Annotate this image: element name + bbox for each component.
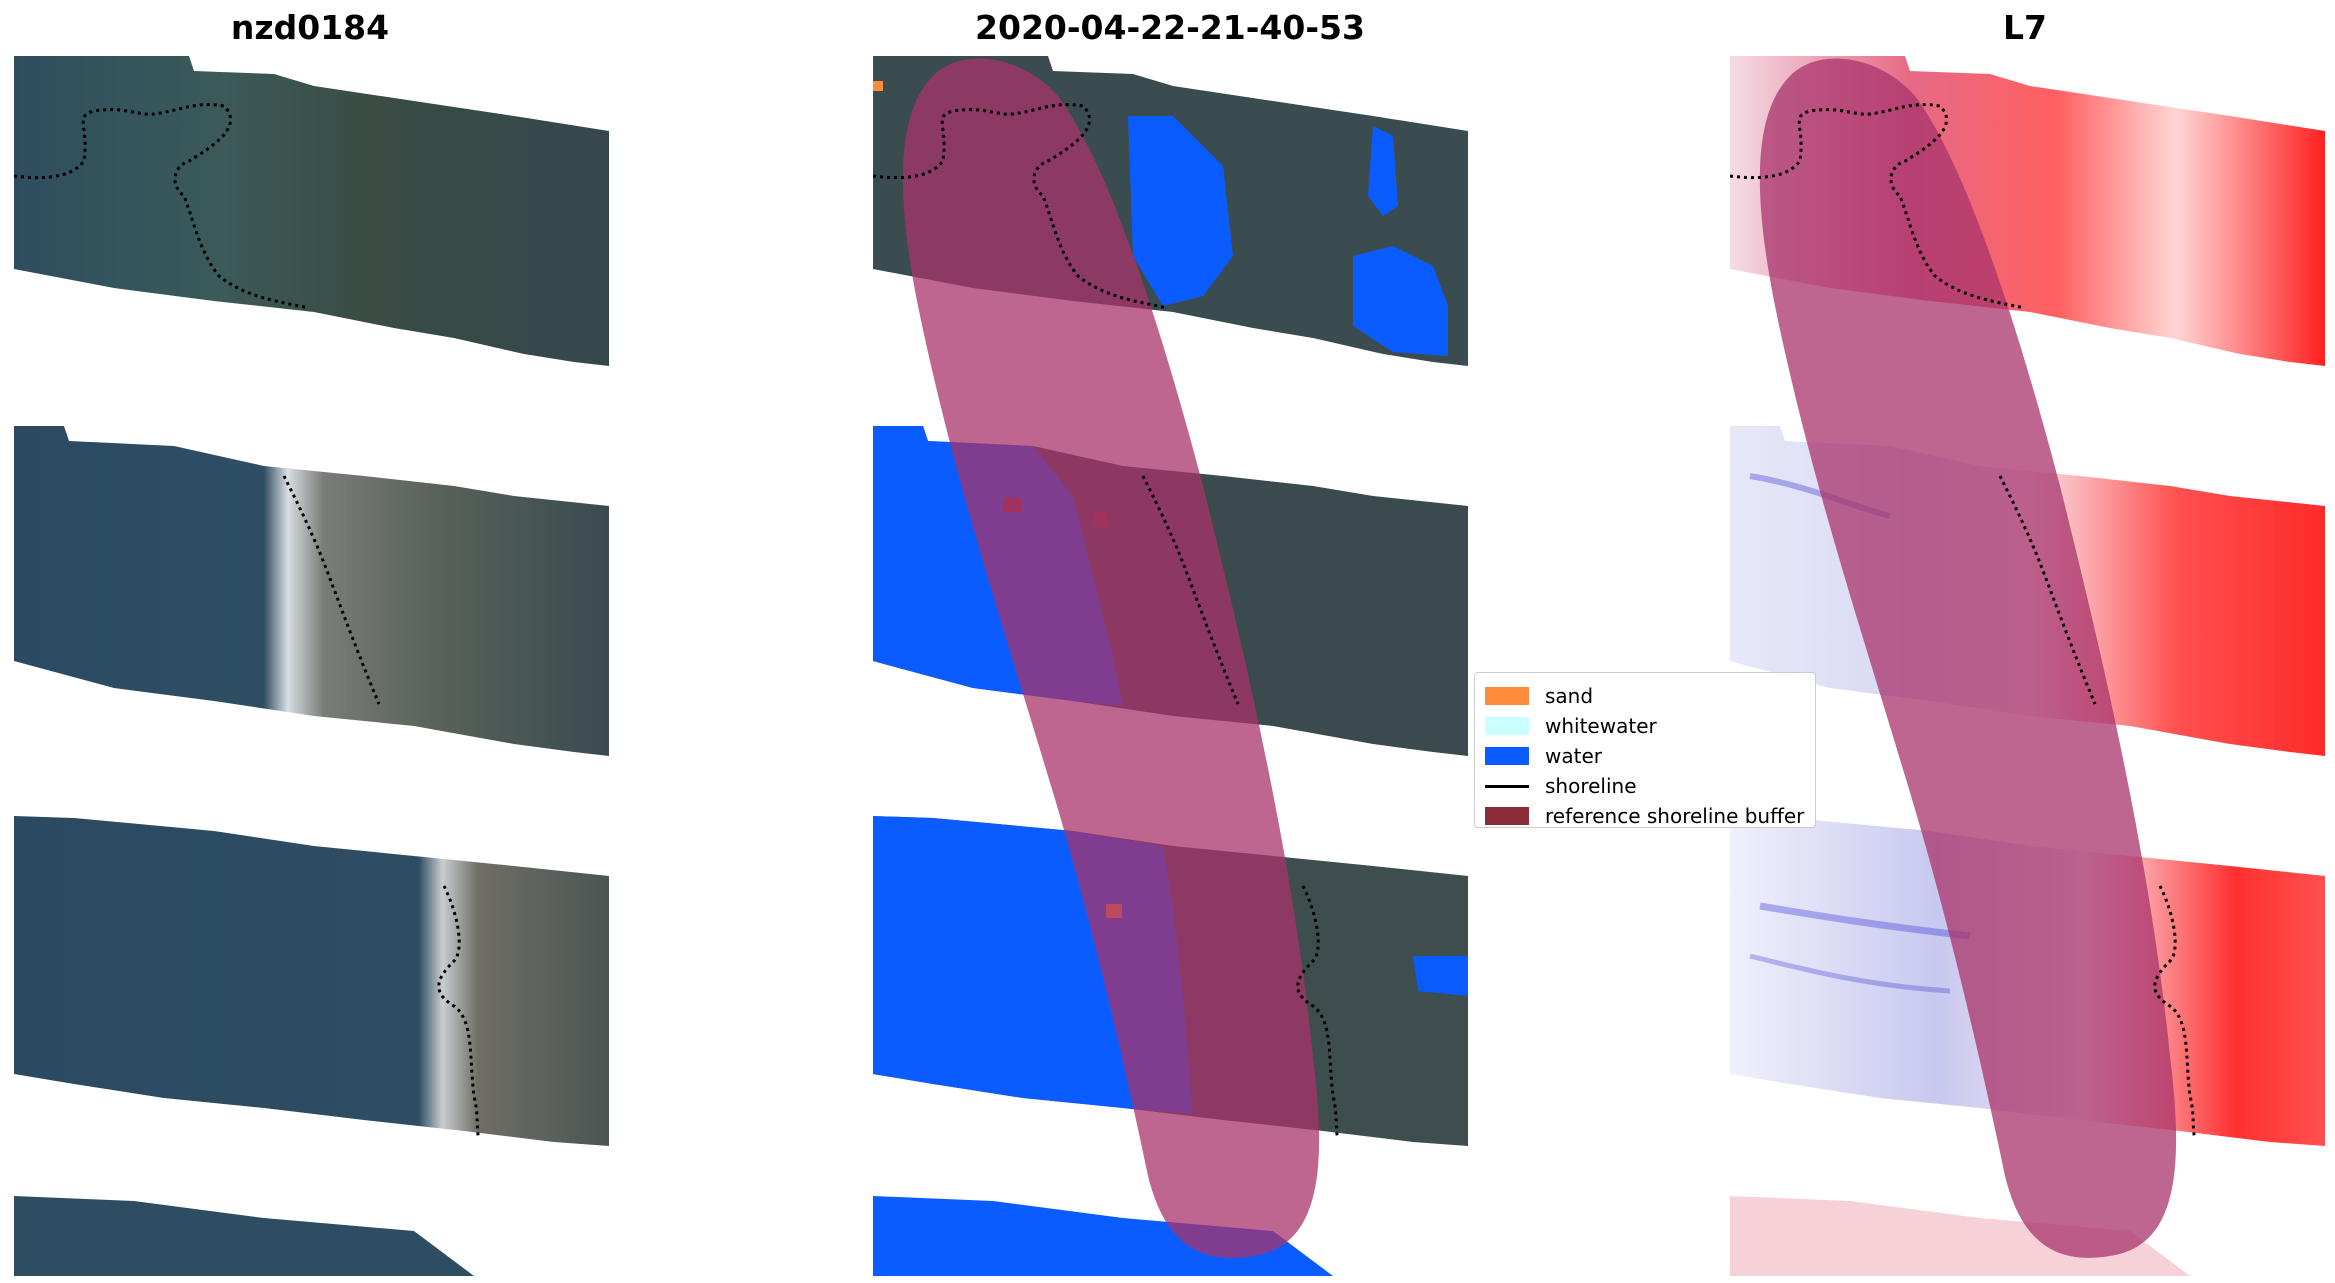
rgb-image <box>14 56 609 1276</box>
image-strip-4 <box>14 1196 474 1276</box>
legend-item-water: water <box>1485 741 1805 771</box>
legend-swatch-water <box>1485 747 1529 765</box>
reference-shoreline-buffer <box>902 58 1320 1258</box>
legend-label-water: water <box>1545 744 1602 768</box>
legend-label-shoreline: shoreline <box>1545 774 1637 798</box>
index-image-panel <box>1730 56 2325 1276</box>
class-water-1b <box>1128 116 1233 306</box>
shoreline-trace-1 <box>14 103 310 310</box>
class-water-1c <box>1368 126 1398 216</box>
image-strip-1 <box>14 56 609 366</box>
classified-image <box>873 56 1468 1276</box>
panel-title-classified: 2020-04-22-21-40-53 <box>975 8 1365 47</box>
legend-item-shoreline: shoreline <box>1485 771 1805 801</box>
legend-label-buffer: reference shoreline buffer <box>1545 804 1805 828</box>
class-water-3b <box>1413 956 1468 996</box>
panel-title-index: L7 <box>2003 8 2047 47</box>
reference-shoreline-buffer <box>1759 58 2177 1258</box>
legend-item-whitewater: whitewater <box>1485 711 1805 741</box>
legend-label-whitewater: whitewater <box>1545 714 1657 738</box>
shoreline-trace-2 <box>282 475 381 705</box>
class-water-1d <box>1353 246 1448 356</box>
legend: sand whitewater water shoreline referenc… <box>1474 672 1816 828</box>
shoreline-trace-3 <box>1296 885 1340 1139</box>
rgb-image-panel <box>14 56 609 1276</box>
legend-line-shoreline <box>1485 784 1529 788</box>
legend-swatch-whitewater <box>1485 717 1529 735</box>
legend-swatch-buffer <box>1485 807 1529 825</box>
sand-pixel-1 <box>873 81 883 91</box>
shoreline-trace-2 <box>1998 475 2097 705</box>
classified-image-panel <box>873 56 1468 1276</box>
legend-item-buffer: reference shoreline buffer <box>1485 801 1805 831</box>
image-strip-2 <box>14 426 609 756</box>
shoreline-trace-1 <box>873 103 1169 310</box>
legend-swatch-sand <box>1485 687 1529 705</box>
index-negative-band-3 <box>1749 953 1951 994</box>
legend-label-sand: sand <box>1545 684 1594 708</box>
legend-item-sand: sand <box>1485 681 1805 711</box>
shoreline-trace-2 <box>1141 475 1240 705</box>
panel-title-rgb: nzd0184 <box>230 8 390 47</box>
shoreline-trace-3 <box>437 885 481 1139</box>
index-negative-band-2 <box>1759 902 1971 940</box>
image-strip-3 <box>14 816 609 1146</box>
index-image <box>1730 56 2325 1276</box>
shoreline-trace-3 <box>2153 885 2197 1139</box>
shoreline-trace-1 <box>1730 103 2026 310</box>
